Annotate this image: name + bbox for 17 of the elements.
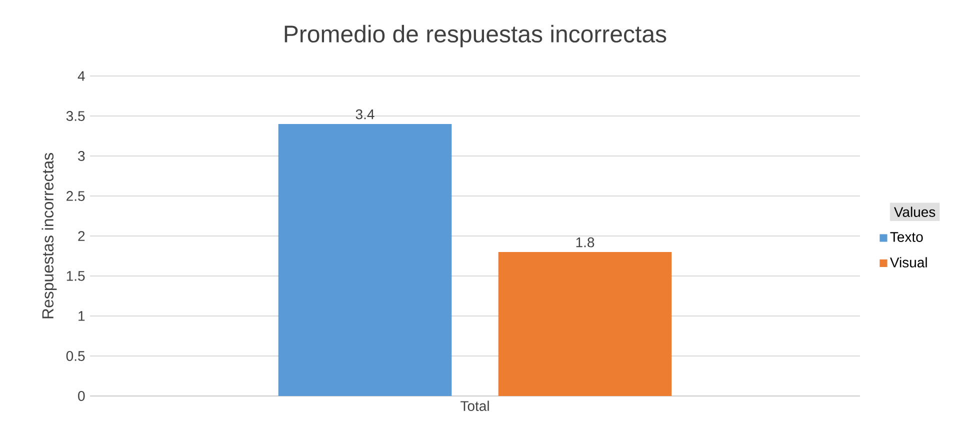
y-tick-label: 2.5	[66, 191, 85, 201]
legend-label: Visual	[890, 257, 927, 268]
data-label: 1.8	[576, 237, 594, 248]
y-tick-label: 0	[78, 391, 85, 401]
chart-title: Promedio de respuestas incorrectas	[284, 24, 666, 48]
x-tick-label: Total	[460, 400, 489, 411]
y-tick-label: 3.5	[66, 111, 85, 121]
legend-label: Texto	[890, 232, 923, 242]
legend-title: Values	[894, 206, 936, 217]
y-axis-title: Respuestas incorrectas	[42, 153, 57, 318]
data-label: 3.4	[356, 109, 374, 120]
y-tick-label: 0.5	[66, 351, 85, 361]
y-tick-label: 1	[78, 311, 85, 321]
y-tick-label: 2	[78, 231, 85, 241]
y-tick-label: 3	[78, 151, 85, 161]
y-tick-label: 4	[78, 71, 85, 81]
y-tick-label: 1.5	[66, 271, 85, 281]
